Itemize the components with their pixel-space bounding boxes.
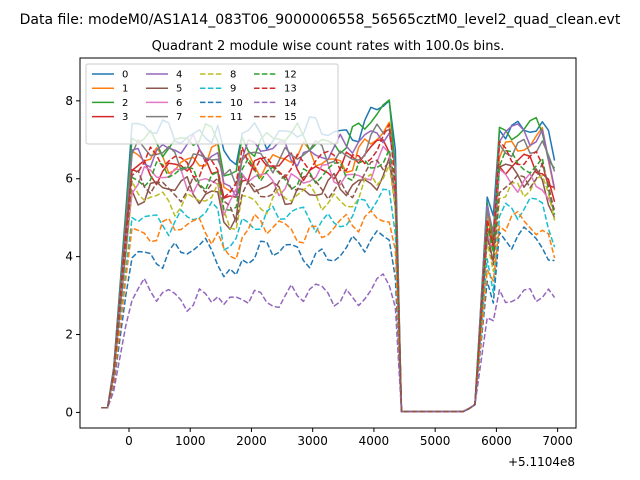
y-tick-label: 8 <box>65 94 73 108</box>
legend-label: 8 <box>230 70 236 81</box>
y-tick-label: 0 <box>65 405 73 419</box>
legend-label: 12 <box>284 70 297 81</box>
x-tick-label: 6000 <box>481 434 512 448</box>
legend-box <box>85 63 339 145</box>
x-offset-label: +5.1104e8 <box>508 455 575 469</box>
series-line-11 <box>101 210 556 413</box>
y-axis: 0 2 4 6 8 <box>65 94 80 419</box>
x-tick-label: 7000 <box>542 434 573 448</box>
legend-label: 9 <box>230 84 236 95</box>
legend-label: 0 <box>122 70 128 81</box>
x-tick-label: 4000 <box>359 434 390 448</box>
legend-label: 1 <box>122 84 128 95</box>
legend-label: 11 <box>230 112 243 123</box>
x-axis: 0 1000 2000 3000 4000 5000 6000 7000 <box>125 428 573 448</box>
y-tick-label: 4 <box>65 250 73 264</box>
legend-label: 13 <box>284 84 297 95</box>
legend-label: 4 <box>176 70 182 81</box>
plot-area: 0 1000 2000 3000 4000 5000 6000 7000 0 2 4 6 8 +5.1… <box>65 57 577 469</box>
legend-label: 3 <box>122 112 128 123</box>
legend-label: 6 <box>176 98 182 109</box>
legend-label: 14 <box>284 98 297 109</box>
x-tick-label: 5000 <box>420 434 451 448</box>
x-tick-label: 1000 <box>175 434 206 448</box>
y-tick-label: 6 <box>65 172 73 186</box>
legend-label: 10 <box>230 98 243 109</box>
series-line-15 <box>101 159 556 413</box>
figure-suptitle: Data file: modeM0/AS1A14_083T06_90000065… <box>20 12 621 28</box>
legend-label: 2 <box>122 98 128 109</box>
series-line-9 <box>101 188 556 413</box>
legend-label: 5 <box>176 84 182 95</box>
series-line-14 <box>101 273 556 413</box>
y-tick-label: 2 <box>65 328 73 342</box>
x-tick-label: 2000 <box>236 434 267 448</box>
series-line-12 <box>101 148 556 413</box>
legend-label: 15 <box>284 112 297 123</box>
legend-label: 7 <box>176 112 182 123</box>
x-tick-label: 3000 <box>297 434 328 448</box>
axes-frame <box>79 57 577 429</box>
series-line-8 <box>101 164 556 413</box>
x-tick-label: 0 <box>125 434 133 448</box>
chart-title: Quadrant 2 module wise count rates with … <box>152 39 505 54</box>
